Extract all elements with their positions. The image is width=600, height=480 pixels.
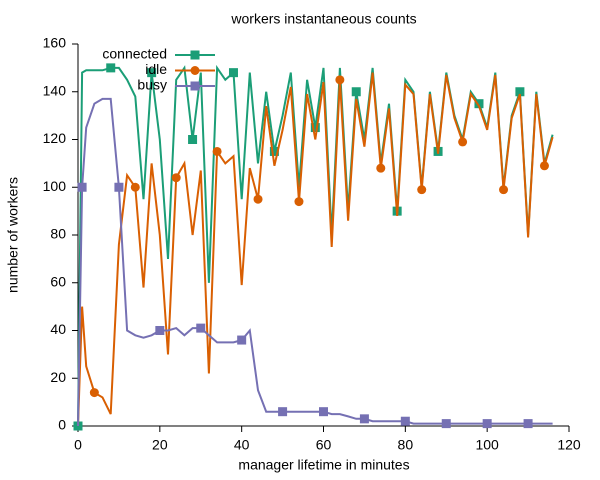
legend-marker	[190, 66, 200, 75]
legend-marker	[190, 81, 200, 91]
x-axis-label: manager lifetime in minutes	[238, 457, 409, 473]
marker	[499, 185, 509, 195]
marker	[114, 182, 124, 192]
y-tick-label: 20	[50, 369, 66, 385]
legend-label: connected	[102, 46, 167, 62]
x-tick-label: 80	[398, 437, 414, 453]
series-line	[77, 72, 554, 427]
y-tick-label: 0	[58, 417, 66, 433]
y-tick-label: 40	[50, 321, 66, 337]
x-tick-label: 60	[316, 437, 332, 453]
marker	[253, 194, 263, 204]
marker	[335, 75, 345, 85]
marker	[294, 197, 304, 207]
marker	[417, 185, 427, 195]
y-tick-label: 160	[43, 35, 67, 51]
y-tick-label: 120	[43, 130, 67, 146]
series-line	[77, 64, 554, 427]
marker	[269, 146, 279, 156]
x-tick-label: 0	[74, 437, 82, 453]
marker	[359, 414, 369, 424]
marker	[89, 388, 99, 398]
marker	[106, 63, 116, 73]
marker	[319, 407, 328, 417]
marker	[515, 87, 525, 97]
marker	[310, 123, 320, 133]
marker	[212, 146, 222, 156]
marker	[228, 68, 238, 78]
chart-title: workers instantaneous counts	[230, 11, 416, 27]
marker	[147, 68, 157, 78]
legend-marker	[190, 50, 200, 60]
marker	[523, 419, 533, 429]
y-tick-label: 140	[43, 82, 67, 98]
x-tick-label: 40	[234, 437, 250, 453]
x-tick-label: 20	[152, 437, 168, 453]
marker	[196, 323, 206, 333]
marker	[482, 419, 492, 429]
marker	[188, 135, 198, 144]
marker	[77, 182, 87, 192]
marker	[376, 163, 386, 173]
marker	[539, 161, 549, 171]
y-tick-label: 60	[50, 273, 66, 289]
marker	[237, 335, 247, 345]
x-tick-label: 100	[475, 437, 499, 453]
marker	[130, 182, 140, 192]
marker	[351, 87, 361, 97]
marker	[441, 419, 451, 429]
marker	[474, 99, 484, 109]
y-tick-label: 80	[50, 226, 66, 242]
series-line	[77, 97, 553, 427]
legend-label: idle	[145, 61, 167, 77]
marker	[278, 407, 288, 417]
marker	[171, 173, 181, 183]
marker	[155, 326, 165, 335]
marker	[458, 137, 468, 147]
marker	[400, 416, 410, 426]
legend-label: busy	[137, 77, 167, 93]
x-tick-label: 120	[557, 437, 581, 453]
y-axis-label: number of workers	[5, 177, 21, 293]
y-tick-label: 100	[43, 178, 67, 194]
